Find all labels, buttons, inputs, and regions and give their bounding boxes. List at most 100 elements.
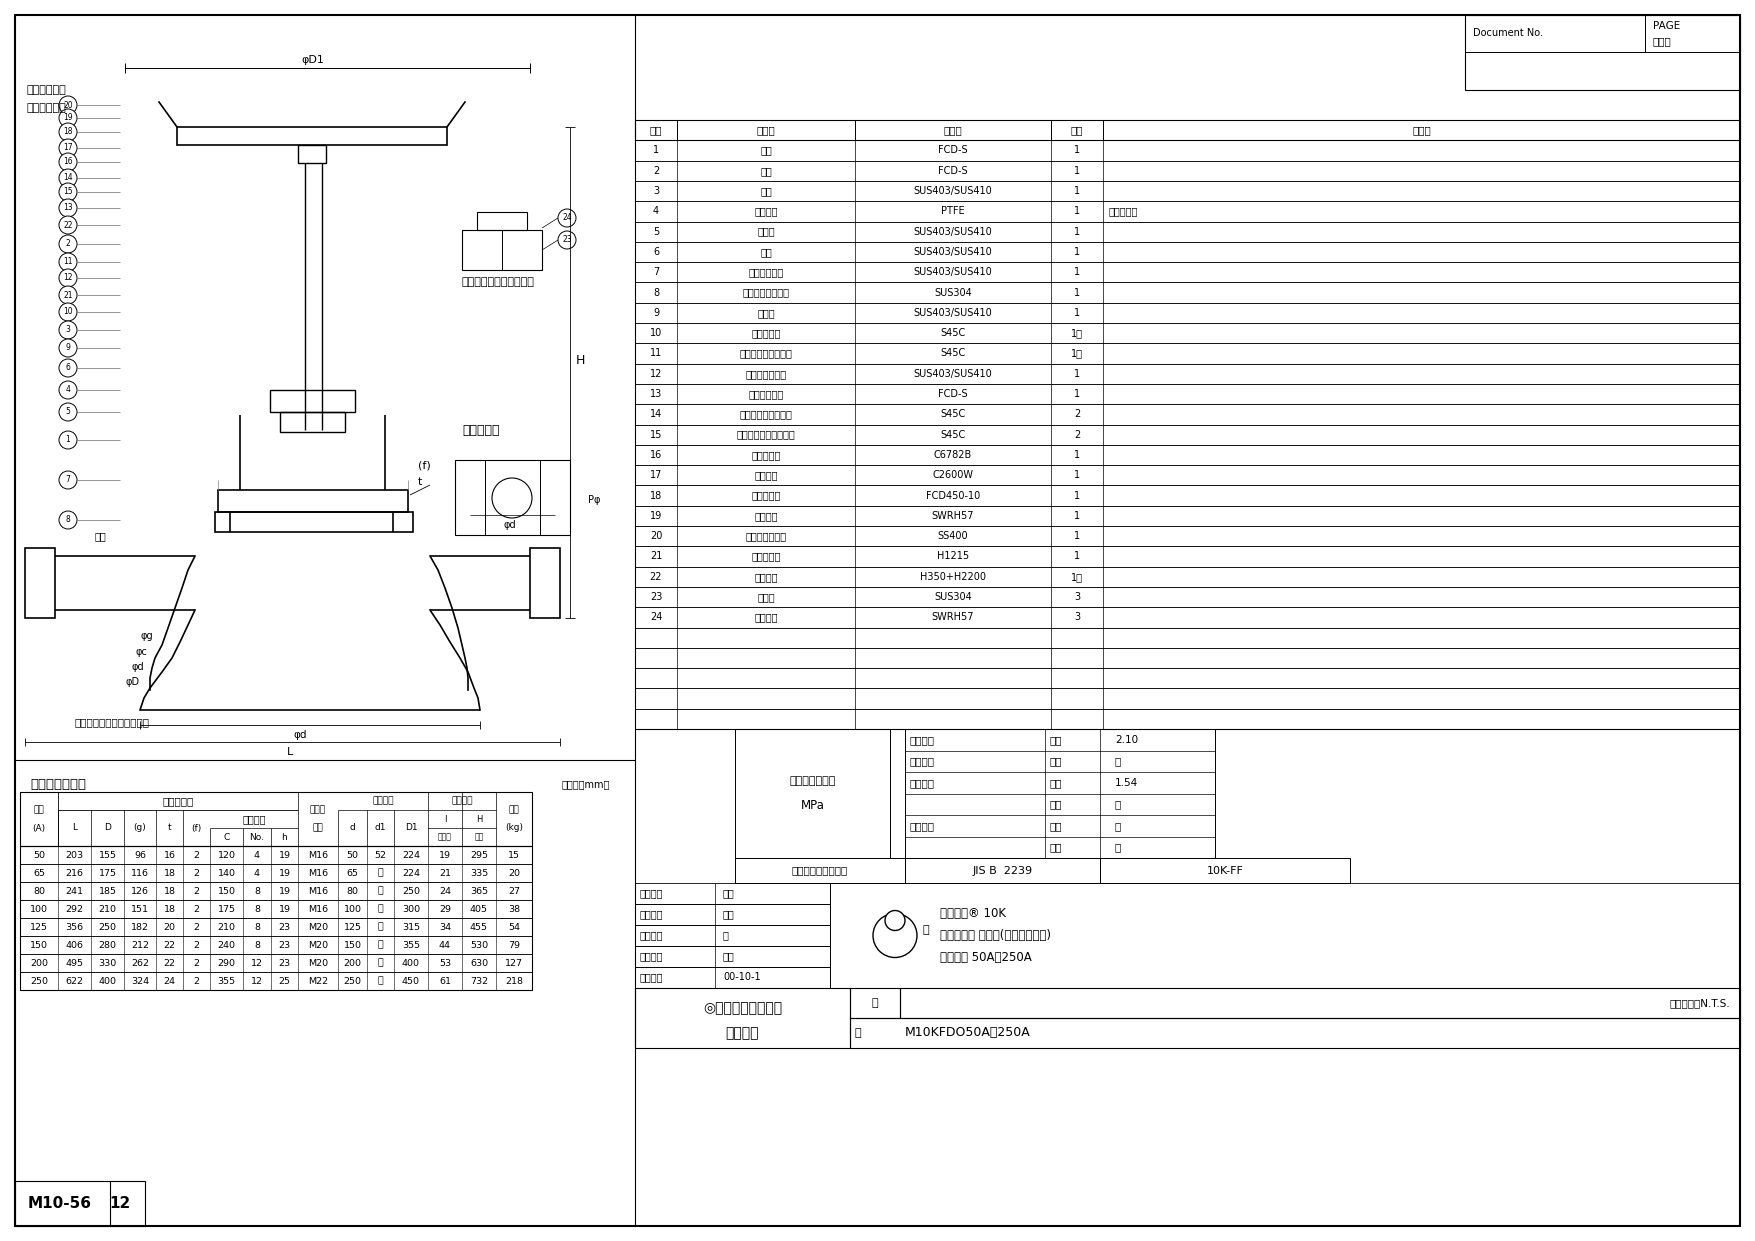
- Text: 262: 262: [132, 958, 149, 968]
- Text: 210: 210: [98, 905, 116, 913]
- Text: 18: 18: [163, 886, 176, 896]
- Text: パッキン押え用ナット: パッキン押え用ナット: [737, 429, 795, 439]
- Text: S45C: S45C: [941, 349, 965, 359]
- Text: φd: φd: [293, 730, 307, 740]
- Text: 19: 19: [63, 113, 72, 123]
- Circle shape: [60, 235, 77, 253]
- Text: 185: 185: [98, 886, 116, 896]
- Bar: [735, 858, 906, 884]
- Circle shape: [60, 472, 77, 489]
- Text: 12: 12: [251, 958, 263, 968]
- Text: 335: 335: [470, 869, 488, 877]
- Text: 241: 241: [65, 886, 84, 896]
- Text: M16: M16: [307, 869, 328, 877]
- Text: FCD-S: FCD-S: [939, 145, 967, 155]
- Text: 300: 300: [402, 905, 419, 913]
- Text: 20: 20: [63, 101, 72, 109]
- Text: 空圧: 空圧: [1049, 799, 1062, 809]
- Text: 8: 8: [254, 922, 260, 932]
- Text: －: －: [377, 886, 383, 896]
- Text: M16: M16: [307, 886, 328, 896]
- Bar: [635, 967, 830, 988]
- Text: 弁箱気密: 弁箱気密: [911, 756, 935, 766]
- Text: 19: 19: [279, 886, 291, 896]
- Text: 2: 2: [193, 922, 200, 932]
- Text: 100: 100: [30, 905, 47, 913]
- Text: φd: φd: [132, 661, 144, 671]
- Text: 200: 200: [30, 958, 47, 968]
- Text: 12: 12: [251, 977, 263, 985]
- Text: 8: 8: [254, 886, 260, 896]
- Text: No.: No.: [249, 833, 265, 841]
- Text: －: －: [377, 922, 383, 932]
- Text: 充填剤入り: 充填剤入り: [1109, 206, 1139, 216]
- Text: 2: 2: [193, 850, 200, 860]
- Text: 縮　尺　：N.T.S.: 縮 尺 ：N.T.S.: [1669, 998, 1730, 1008]
- Text: 17: 17: [649, 470, 662, 480]
- Text: 2: 2: [65, 240, 70, 248]
- Text: 2: 2: [193, 869, 200, 877]
- Text: －: －: [377, 905, 383, 913]
- Text: 224: 224: [402, 850, 419, 860]
- Circle shape: [60, 139, 77, 158]
- Text: PAGE: PAGE: [1653, 21, 1680, 31]
- Text: 80: 80: [346, 886, 358, 896]
- Text: 承　認：: 承 認：: [641, 952, 663, 962]
- Text: 検　査　圧　力: 検 査 圧 力: [790, 777, 835, 787]
- Text: 14: 14: [649, 410, 662, 419]
- Text: 衝撃ハンドル: 衝撃ハンドル: [26, 103, 67, 113]
- Text: 12: 12: [109, 1196, 130, 1211]
- Circle shape: [885, 911, 906, 931]
- Text: ドレン座呼び１００Ａ以上: ドレン座呼び１００Ａ以上: [75, 717, 149, 727]
- Text: 216: 216: [65, 869, 84, 877]
- Text: 100: 100: [344, 905, 362, 913]
- Text: 10: 10: [649, 328, 662, 338]
- Text: S45C: S45C: [941, 328, 965, 338]
- Text: （参考）: （参考）: [372, 797, 393, 805]
- Text: JIS B  2239: JIS B 2239: [972, 865, 1032, 875]
- Text: 406: 406: [65, 941, 84, 949]
- Text: 24: 24: [439, 886, 451, 896]
- Text: M20: M20: [307, 941, 328, 949]
- Text: 732: 732: [470, 977, 488, 985]
- Bar: [635, 160, 1739, 181]
- Text: 175: 175: [218, 905, 235, 913]
- Text: 4: 4: [254, 850, 260, 860]
- Text: 495: 495: [65, 958, 84, 968]
- Bar: [830, 884, 1739, 988]
- Bar: [635, 344, 1739, 364]
- Text: 4: 4: [653, 206, 660, 216]
- Text: 1組: 1組: [1071, 572, 1083, 582]
- Text: 止めピン: 止めピン: [755, 470, 777, 480]
- Text: D1: D1: [405, 824, 418, 833]
- Bar: [635, 242, 1739, 262]
- Text: M16: M16: [307, 850, 328, 860]
- Text: 全開: 全開: [474, 833, 484, 841]
- Text: 11: 11: [63, 257, 72, 267]
- Bar: [635, 140, 1739, 160]
- Circle shape: [60, 153, 77, 171]
- Bar: [635, 526, 1739, 546]
- Text: 19: 19: [649, 511, 662, 521]
- Bar: [281, 412, 346, 432]
- Text: 125: 125: [30, 922, 47, 932]
- Text: ディスク: ディスク: [755, 206, 777, 216]
- Text: 備　考: 備 考: [1413, 125, 1430, 135]
- Text: 50: 50: [33, 850, 46, 860]
- Bar: [635, 607, 1739, 628]
- Bar: [19, 846, 532, 990]
- Text: 22: 22: [63, 221, 72, 230]
- Text: SWRH57: SWRH57: [932, 511, 974, 521]
- Bar: [19, 954, 532, 972]
- Text: 弁座漏れ: 弁座漏れ: [911, 778, 935, 788]
- Text: ページ: ページ: [1653, 36, 1673, 46]
- Bar: [849, 988, 900, 1018]
- Text: 2: 2: [653, 166, 660, 176]
- Text: 182: 182: [132, 922, 149, 932]
- Text: サイズ　 50A～250A: サイズ 50A～250A: [941, 951, 1032, 964]
- Text: 品　名: 品 名: [756, 125, 776, 135]
- Text: φD: φD: [126, 678, 140, 688]
- Text: パッキン押え: パッキン押え: [748, 388, 784, 400]
- Text: SUS403/SUS410: SUS403/SUS410: [914, 186, 992, 196]
- Text: 12: 12: [649, 369, 662, 379]
